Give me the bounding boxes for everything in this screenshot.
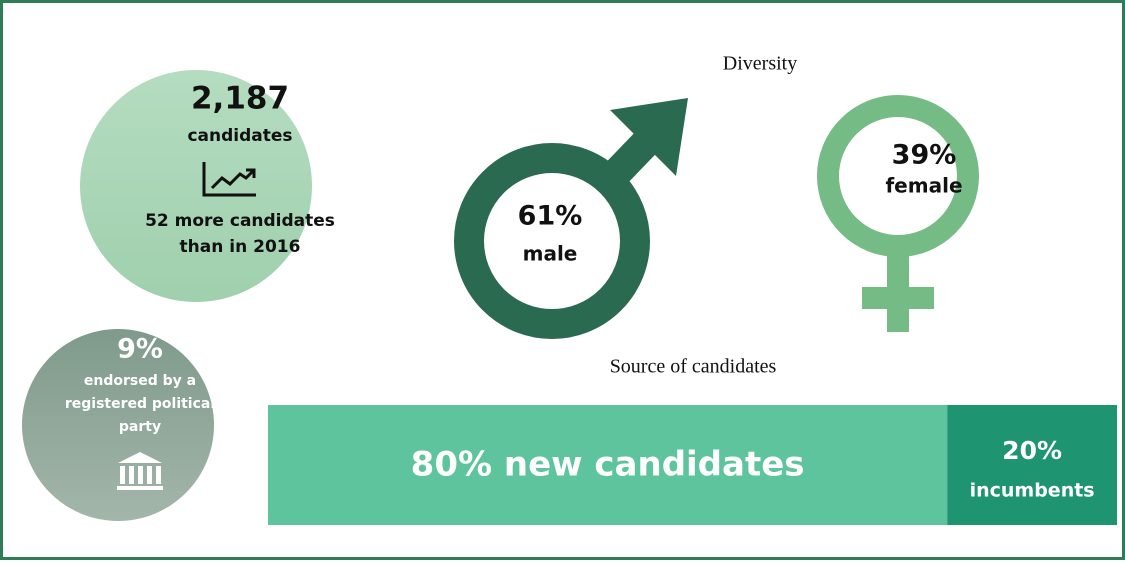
source-title: Source of candidates: [610, 356, 777, 378]
count-label: candidates: [187, 126, 292, 146]
female-percent: 39%: [892, 140, 957, 171]
note: than in 2016: [180, 237, 301, 257]
note: 52 more candidates: [145, 211, 335, 231]
bar-segment: [947, 405, 1117, 525]
segment-sublabel: incumbents: [970, 480, 1095, 502]
endorsed-circle: [22, 329, 214, 521]
diversity-title: Diversity: [723, 53, 797, 75]
endorsed-text: registered political: [65, 396, 215, 412]
candidates-circle: [80, 70, 312, 302]
trend-icon: [202, 162, 256, 197]
male-percent: 61%: [518, 201, 583, 232]
source-bar: 80% new candidates 20% incumbents: [268, 405, 1117, 525]
endorsed-percent: 9%: [117, 334, 163, 365]
female-label: female: [885, 174, 962, 198]
count: 2,187: [191, 81, 289, 117]
female-symbol: [817, 95, 979, 332]
male-label: male: [523, 242, 578, 266]
segment-label: 80% new candidates: [411, 445, 805, 485]
male-symbol: [454, 98, 688, 339]
endorsed-text: party: [119, 419, 161, 435]
bar-segment: [268, 405, 948, 525]
bank-icon: [117, 452, 163, 490]
segment-label: 20%: [1002, 436, 1062, 465]
endorsed-text: endorsed by a: [84, 373, 196, 389]
